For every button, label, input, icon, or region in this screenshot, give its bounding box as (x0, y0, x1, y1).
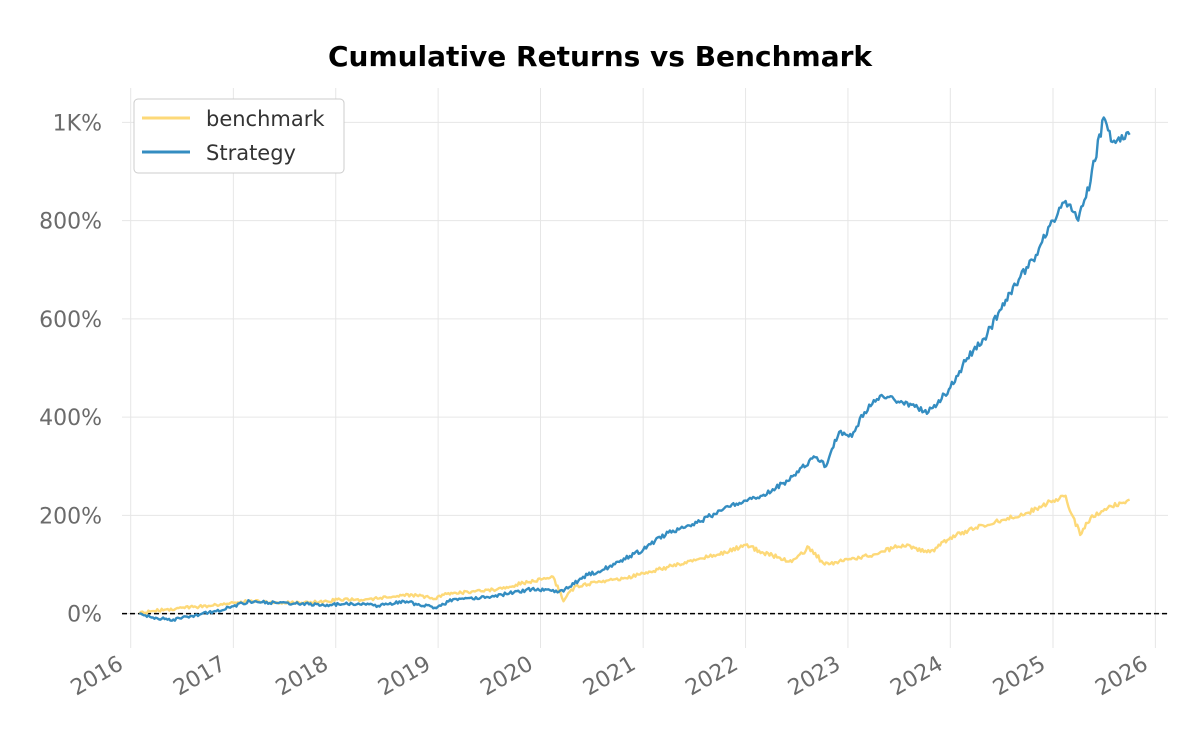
y-tick-label: 200% (39, 504, 102, 529)
x-tick-label: 2024 (886, 652, 947, 702)
x-tick-label: 2021 (579, 652, 640, 702)
x-tick-label: 2018 (272, 652, 333, 702)
x-tick-label: 2026 (1091, 652, 1152, 702)
y-tick-label: 800% (39, 210, 102, 235)
series-line-strategy (139, 116, 1131, 622)
legend: benchmark Strategy (133, 98, 345, 174)
x-tick-label: 2023 (784, 652, 845, 702)
y-tick-label: 1K% (53, 111, 102, 136)
y-tick-label: 400% (39, 406, 102, 431)
x-tick-label: 2017 (169, 652, 230, 702)
x-tick-label: 2022 (682, 652, 743, 702)
x-tick-label: 2020 (477, 652, 538, 702)
series-line-benchmark (138, 494, 1130, 615)
x-tick-label: 2016 (67, 652, 128, 702)
x-tick-label: 2019 (374, 652, 435, 702)
chart-title: Cumulative Returns vs Benchmark (328, 40, 873, 73)
legend-label-strategy: Strategy (206, 141, 296, 165)
legend-label-benchmark: benchmark (206, 107, 325, 131)
x-tick-label: 2025 (989, 652, 1050, 702)
y-tick-label: 600% (39, 308, 102, 333)
y-tick-label: 0% (67, 603, 102, 628)
y-axis-ticks: 0% 200% 400% 600% 800% 1K% (39, 111, 102, 627)
x-axis-ticks: 2016 2017 2018 2019 2020 2021 2022 2023 2024 2025… (67, 652, 1153, 702)
series-layer (138, 116, 1131, 622)
